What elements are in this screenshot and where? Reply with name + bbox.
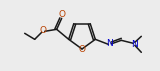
Text: O: O bbox=[79, 46, 85, 55]
Text: O: O bbox=[58, 10, 65, 19]
Text: N: N bbox=[131, 40, 138, 49]
Text: O: O bbox=[40, 26, 47, 35]
Text: N: N bbox=[106, 39, 113, 48]
